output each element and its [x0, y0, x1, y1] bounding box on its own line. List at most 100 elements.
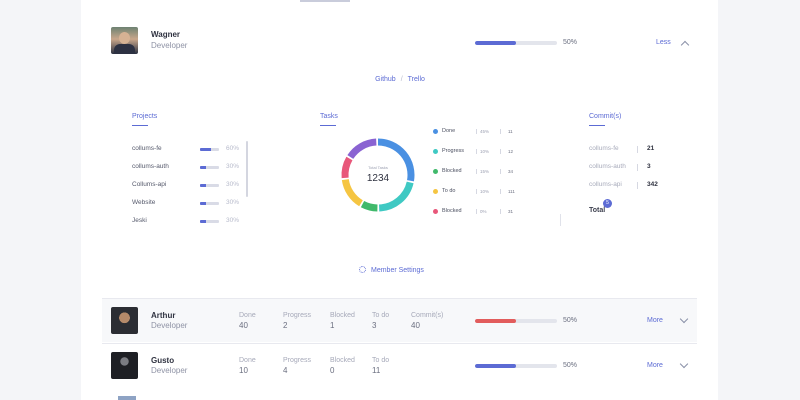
legend-dot-icon [433, 189, 438, 194]
less-button[interactable]: Less [656, 39, 671, 46]
stat-label: Blocked [330, 357, 355, 364]
commit-repo-name: collums-auth [589, 163, 626, 170]
project-percent: 60% [226, 145, 240, 152]
member-name: Gusto [151, 356, 175, 365]
project-name[interactable]: Collums-api [132, 181, 167, 188]
legend-dot-icon [433, 209, 438, 214]
project-percent: 30% [226, 163, 240, 170]
progress-bar-fill [475, 319, 516, 323]
legend-separator [500, 169, 501, 174]
legend-label: Blocked [442, 208, 462, 214]
github-link[interactable]: Github [375, 76, 396, 83]
avatar [111, 352, 138, 379]
trello-link[interactable]: Trello [407, 76, 425, 83]
progress-bar-fill [475, 364, 516, 368]
legend-percent: 0% [480, 209, 487, 214]
projects-underline [132, 125, 148, 126]
commits-underline [589, 125, 605, 126]
stat-value: 0 [330, 366, 335, 375]
more-button[interactable]: More [647, 317, 663, 324]
project-name[interactable]: Jeski [132, 217, 147, 224]
projects-scrollbar[interactable] [246, 141, 248, 197]
stat-label: Done [239, 312, 256, 319]
legend-percent: 10% [480, 149, 490, 154]
stat-label: Done [239, 357, 256, 364]
legend-separator [476, 189, 477, 194]
project-progress-fill [200, 184, 206, 187]
progress-bar [475, 41, 557, 45]
legend-dot-icon [433, 149, 438, 154]
project-progress-bar [200, 220, 219, 223]
legend-separator [500, 189, 501, 194]
commits-total-label: Total [589, 207, 606, 214]
progress-label: 50% [563, 39, 578, 46]
donut-segment [378, 181, 414, 212]
member-name: Arthur [151, 311, 176, 320]
avatar [111, 307, 138, 334]
divider [560, 214, 561, 226]
commit-separator [637, 146, 638, 153]
project-percent: 30% [226, 199, 240, 206]
project-progress-fill [200, 220, 206, 223]
legend-count: 34 [508, 169, 514, 174]
member-row[interactable] [102, 343, 697, 387]
legend-separator [476, 149, 477, 154]
more-button[interactable]: More [647, 362, 663, 369]
legend-count: 111 [508, 189, 515, 194]
member-role: Developer [151, 41, 188, 50]
commit-separator [637, 164, 638, 171]
stat-label: Progress [283, 357, 312, 364]
legend-percent: 45% [480, 129, 490, 134]
legend-label: Blocked [442, 168, 462, 174]
stat-value: 11 [372, 366, 381, 375]
project-percent: 30% [226, 217, 240, 224]
donut-total: 1234 [367, 173, 390, 184]
projects-title: Projects [132, 113, 158, 120]
commits-title: Commit(s) [589, 113, 622, 120]
project-progress-bar [200, 148, 219, 151]
member-role: Developer [151, 366, 188, 375]
legend-count: 12 [508, 149, 514, 154]
legend-count: 31 [508, 209, 514, 214]
project-percent: 30% [226, 181, 240, 188]
donut-segment [347, 138, 377, 160]
stat-value: 10 [239, 366, 248, 375]
donut-segment [377, 138, 415, 182]
stat-value: 1 [330, 321, 335, 330]
project-progress-fill [200, 166, 206, 169]
legend-separator [500, 209, 501, 214]
project-progress-fill [200, 202, 206, 205]
legend-label: Done [442, 128, 456, 134]
top-indicator [300, 0, 350, 2]
commit-separator [637, 182, 638, 189]
donut-segment [341, 156, 353, 179]
member-settings-button[interactable]: Member Settings [359, 266, 424, 274]
stat-value: 2 [283, 321, 288, 330]
legend-label: To do [442, 188, 456, 194]
stat-label: To do [372, 312, 390, 319]
next-row-avatar-peek [118, 396, 136, 400]
project-progress-bar [200, 166, 219, 169]
member-links: Github / Trello [0, 76, 800, 83]
avatar-shirt [114, 44, 135, 54]
legend-dot-icon [433, 129, 438, 134]
stat-label: To do [372, 357, 390, 364]
donut-center-label: Total Tasks [368, 165, 388, 170]
legend-separator [476, 129, 477, 134]
commit-count: 3 [647, 163, 651, 170]
progress-label: 50% [563, 362, 578, 369]
commits-total-badge: 5 [603, 199, 612, 208]
progress-bar-fill [475, 41, 516, 45]
commit-repo-name: collums-fe [589, 145, 619, 152]
stat-label: Progress [283, 312, 312, 319]
member-row[interactable] [102, 298, 697, 342]
legend-count: 11 [508, 129, 513, 134]
project-name[interactable]: collums-auth [132, 163, 169, 170]
project-name[interactable]: collums-fe [132, 145, 162, 152]
stat-value: 40 [239, 321, 248, 330]
project-progress-bar [200, 202, 219, 205]
legend-percent: 15% [480, 169, 490, 174]
commit-count: 21 [647, 145, 655, 152]
project-name[interactable]: Website [132, 199, 156, 206]
legend-separator [476, 209, 477, 214]
